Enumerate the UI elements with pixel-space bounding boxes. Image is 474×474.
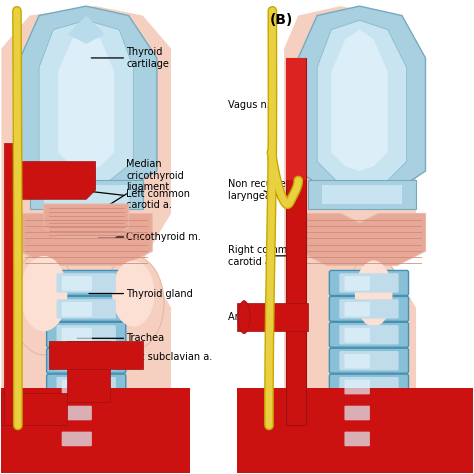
Polygon shape [237,303,308,331]
FancyBboxPatch shape [329,322,409,347]
FancyBboxPatch shape [56,377,116,396]
FancyBboxPatch shape [339,403,399,422]
Polygon shape [284,6,416,426]
FancyBboxPatch shape [329,271,409,295]
Polygon shape [20,6,157,199]
FancyBboxPatch shape [345,328,370,343]
Text: Median
cricothyroid
ligament: Median cricothyroid ligament [98,159,184,212]
FancyBboxPatch shape [46,374,126,399]
Polygon shape [67,16,105,44]
Ellipse shape [355,261,392,327]
Polygon shape [286,58,306,181]
Polygon shape [63,270,110,293]
FancyBboxPatch shape [56,429,116,448]
Ellipse shape [103,256,164,350]
FancyBboxPatch shape [56,273,116,292]
Polygon shape [20,213,152,265]
Polygon shape [13,162,96,199]
FancyBboxPatch shape [329,426,409,451]
FancyBboxPatch shape [56,403,116,422]
FancyBboxPatch shape [329,400,409,425]
FancyBboxPatch shape [345,276,370,291]
FancyBboxPatch shape [62,302,92,317]
FancyBboxPatch shape [339,429,399,448]
Polygon shape [1,6,171,426]
Polygon shape [298,6,426,199]
FancyBboxPatch shape [339,377,399,396]
Polygon shape [308,181,416,209]
Polygon shape [317,20,407,185]
FancyBboxPatch shape [62,406,92,420]
FancyBboxPatch shape [62,432,92,446]
Text: Thyroid
cartilage: Thyroid cartilage [91,47,169,69]
Polygon shape [48,341,143,369]
Text: Vagus n.: Vagus n. [228,100,273,110]
FancyBboxPatch shape [62,354,92,368]
Text: Arteria lusoria: Arteria lusoria [228,312,297,322]
Text: Trachea: Trachea [77,333,164,343]
FancyBboxPatch shape [46,348,126,373]
FancyBboxPatch shape [339,299,399,319]
Text: Left subclavian a.: Left subclavian a. [108,352,212,362]
Ellipse shape [238,301,250,334]
FancyBboxPatch shape [56,351,116,370]
Text: Non recurrent
laryngeal n.: Non recurrent laryngeal n. [228,179,295,201]
FancyBboxPatch shape [46,322,126,347]
Polygon shape [30,181,143,209]
FancyBboxPatch shape [345,302,370,317]
FancyBboxPatch shape [62,276,92,291]
FancyBboxPatch shape [329,296,409,321]
Text: Right common
carotid a.: Right common carotid a. [228,245,299,267]
FancyBboxPatch shape [329,348,409,373]
FancyBboxPatch shape [345,406,370,420]
Ellipse shape [20,256,67,331]
FancyBboxPatch shape [62,328,92,343]
FancyBboxPatch shape [345,354,370,368]
Polygon shape [44,185,128,204]
Polygon shape [1,388,190,473]
FancyBboxPatch shape [345,432,370,446]
Polygon shape [67,341,110,402]
FancyBboxPatch shape [46,271,126,295]
Polygon shape [4,143,13,426]
Text: Left common
carotid a.: Left common carotid a. [80,189,190,210]
Ellipse shape [346,256,402,350]
FancyBboxPatch shape [56,325,116,345]
FancyBboxPatch shape [345,380,370,394]
FancyBboxPatch shape [339,351,399,370]
FancyBboxPatch shape [46,400,126,425]
Text: Cricothyroid m.: Cricothyroid m. [99,232,201,242]
FancyBboxPatch shape [62,380,92,394]
Polygon shape [286,58,306,426]
Polygon shape [58,30,115,171]
Ellipse shape [11,251,77,355]
FancyBboxPatch shape [56,299,116,319]
FancyBboxPatch shape [329,374,409,399]
Polygon shape [331,30,388,171]
Ellipse shape [112,261,155,327]
Polygon shape [39,20,133,185]
FancyBboxPatch shape [46,426,126,451]
Text: Thyroid gland: Thyroid gland [89,289,193,299]
Polygon shape [298,213,426,265]
Polygon shape [44,204,128,237]
FancyBboxPatch shape [339,325,399,345]
Polygon shape [237,388,473,473]
Polygon shape [322,185,402,204]
FancyBboxPatch shape [46,296,126,321]
Polygon shape [1,392,67,426]
Text: (B): (B) [270,13,293,27]
FancyBboxPatch shape [339,273,399,292]
Polygon shape [286,378,306,426]
